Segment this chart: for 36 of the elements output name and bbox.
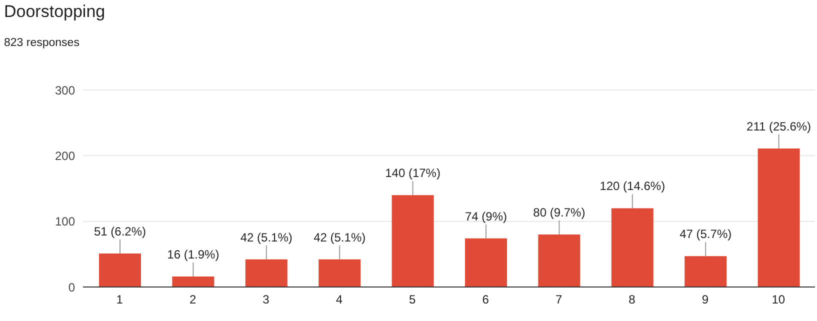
x-tick-label: 1 (116, 292, 124, 307)
chart-title: Doorstopping (4, 2, 106, 22)
y-tick-label: 300 (54, 83, 76, 98)
bar (392, 195, 434, 287)
data-label: 51 (6.2%) (94, 224, 146, 239)
y-tick-label: 100 (54, 214, 76, 229)
chart-subtitle: 823 responses (4, 37, 80, 49)
data-label: 120 (14.6%) (600, 179, 666, 194)
data-label: 42 (5.1%) (314, 230, 366, 244)
bar (99, 254, 141, 287)
x-tick-label: 3 (262, 292, 270, 307)
data-label: 47 (5.7%) (680, 227, 732, 242)
bar (538, 234, 580, 287)
x-tick-label: 10 (772, 292, 786, 307)
x-tick-label: 7 (555, 292, 562, 307)
data-label: 74 (9%) (464, 209, 508, 224)
bar (684, 256, 727, 287)
x-tick-label: 5 (409, 292, 416, 307)
data-label: 211 (25.6%) (746, 119, 812, 134)
bar (611, 208, 654, 287)
bar (758, 148, 800, 287)
bar (318, 259, 361, 287)
bar (172, 276, 214, 287)
y-tick-label: 0 (68, 280, 76, 294)
data-label: 80 (9.7%) (533, 205, 586, 220)
data-label: 140 (17%) (385, 166, 440, 180)
bar (245, 259, 288, 287)
data-label: 42 (5.1%) (240, 230, 292, 244)
x-tick-label: 4 (336, 292, 343, 307)
x-tick-label: 8 (628, 292, 636, 307)
bar (465, 238, 507, 287)
x-tick-label: 6 (482, 292, 490, 307)
data-label: 16 (1.9%) (167, 247, 220, 262)
x-tick-label: 9 (702, 292, 709, 307)
y-tick-label: 200 (54, 148, 76, 163)
x-tick-label: 2 (189, 292, 196, 307)
